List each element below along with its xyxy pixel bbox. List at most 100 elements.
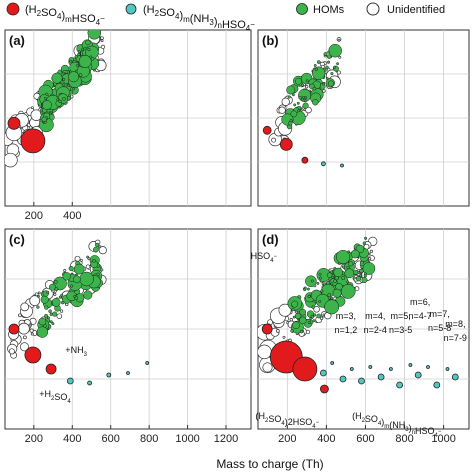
- x-tick-label: 200: [278, 433, 296, 445]
- hom-point: [314, 67, 318, 71]
- hom-point: [319, 276, 322, 280]
- ammonia-cluster-point: [426, 365, 430, 369]
- ammonia-cluster-point: [445, 367, 450, 371]
- unidentified-point: [305, 106, 312, 114]
- hom-point: [40, 295, 49, 304]
- series-homs: [287, 236, 376, 334]
- hom-point: [289, 119, 293, 123]
- legend-marker-green: [296, 3, 308, 15]
- series-homs: [281, 43, 342, 130]
- annotation: +NH3: [65, 345, 87, 358]
- hom-point: [68, 71, 80, 83]
- hom-point: [72, 275, 81, 284]
- hom-point: [328, 80, 334, 87]
- hom-point: [316, 313, 322, 319]
- hom-point: [87, 48, 91, 52]
- unidentified-point: [53, 292, 57, 296]
- unidentified-point: [305, 329, 311, 335]
- unidentified-point: [19, 342, 30, 352]
- hom-point: [331, 275, 335, 279]
- hom-point: [327, 50, 331, 54]
- hom-point: [291, 93, 295, 97]
- unidentified-point: [100, 36, 104, 40]
- sulfate-point: [301, 156, 309, 164]
- hom-point: [86, 255, 90, 259]
- unidentified-point: [100, 39, 104, 43]
- hom-point: [290, 110, 298, 118]
- plot-area: [7, 239, 150, 386]
- hom-point: [96, 272, 100, 276]
- hom-point: [307, 294, 311, 299]
- hom-point: [297, 109, 301, 113]
- unidentified-point: [28, 323, 32, 327]
- sulfate-point: [292, 356, 318, 382]
- ammonia-cluster-point: [358, 377, 365, 385]
- hom-point: [311, 305, 315, 309]
- unidentified-point: [368, 257, 372, 261]
- hom-point: [45, 92, 49, 96]
- hom-point: [310, 314, 314, 318]
- x-tick-label: 400: [63, 433, 81, 445]
- sulfate-point: [45, 363, 57, 375]
- unidentified-point: [338, 55, 342, 59]
- hom-point: [336, 62, 340, 66]
- hom-point: [353, 269, 359, 275]
- panel-label: (b): [262, 33, 279, 48]
- ammonia-cluster-point: [66, 377, 74, 385]
- hom-point: [87, 30, 102, 40]
- hom-point: [303, 99, 307, 103]
- hom-point: [358, 274, 362, 278]
- hom-point: [49, 283, 56, 291]
- hom-point: [83, 290, 93, 300]
- hom-point: [344, 268, 355, 279]
- hom-point: [296, 101, 300, 105]
- unidentified-point: [31, 106, 34, 110]
- plot-area: [5, 30, 107, 168]
- legend-item-ammonia: (H2SO4)m(NH3)nHSO4−: [125, 3, 255, 33]
- hom-point: [95, 242, 100, 248]
- hom-point: [305, 79, 309, 83]
- ammonia-cluster-point: [106, 372, 112, 378]
- ammonia-cluster-point: [408, 363, 413, 367]
- hom-point: [75, 63, 79, 67]
- hom-point: [292, 321, 300, 330]
- legend-item-unidentified: Unidentified: [366, 2, 445, 16]
- hom-point: [38, 317, 47, 326]
- hom-point: [350, 249, 360, 259]
- ammonia-cluster-point: [349, 367, 354, 371]
- series-homs: [37, 30, 102, 133]
- panel-b: (b): [257, 29, 470, 207]
- hom-point: [330, 282, 334, 286]
- annotation: n=2-4: [364, 325, 387, 335]
- plot-area: [258, 236, 459, 394]
- unidentified-point: [18, 322, 30, 335]
- hom-point: [92, 259, 96, 263]
- panel-label: (a): [9, 33, 25, 48]
- legend-item-sulfate: (H2SO4)mHSO4−: [6, 2, 105, 27]
- x-tick-label: 200: [25, 210, 43, 222]
- hom-point: [295, 77, 302, 85]
- hom-point: [60, 300, 65, 305]
- hom-point: [302, 95, 306, 99]
- ammonia-cluster-point: [414, 371, 422, 379]
- annotation: n=5-8: [428, 323, 451, 333]
- annotation: m=8,: [445, 319, 465, 329]
- x-tick-label: 1000: [175, 433, 199, 445]
- annotation: m=3,: [336, 311, 356, 321]
- unidentified-point: [8, 348, 15, 355]
- hom-point: [323, 52, 328, 57]
- hom-point: [362, 241, 366, 245]
- annotation: m=7,: [430, 309, 450, 319]
- unidentified-point: [337, 38, 341, 42]
- hom-point: [318, 272, 322, 276]
- unidentified-point: [98, 246, 107, 255]
- hom-point: [37, 294, 40, 298]
- hom-point: [62, 83, 66, 87]
- hom-point: [316, 281, 320, 285]
- ammonia-cluster-point: [145, 361, 150, 365]
- hom-point: [36, 326, 49, 338]
- hom-point: [325, 65, 329, 70]
- unidentified-point: [258, 344, 272, 360]
- x-tick-label: 600: [102, 433, 120, 445]
